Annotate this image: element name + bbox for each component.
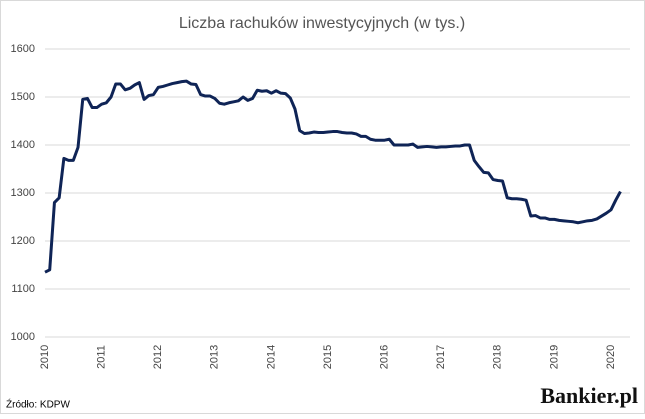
source: Źródło: KDPW	[6, 398, 70, 411]
y-tick-label: 1300	[11, 187, 35, 199]
x-tick-label: 2012	[152, 345, 164, 369]
x-tick-label: 2017	[435, 345, 447, 369]
x-tick-label: 2011	[96, 345, 108, 369]
x-tick-label: 2016	[379, 345, 391, 369]
line	[44, 79, 622, 274]
x-tick-label: 2019	[548, 345, 560, 369]
x-tick-label: 2014	[265, 345, 277, 369]
x-tick-label: 2010	[39, 345, 51, 369]
y-tick-label: 1400	[11, 139, 35, 151]
logo: Bankier.pl	[540, 383, 638, 408]
x-tick-label: 2013	[209, 345, 221, 369]
y-tick-label: 1600	[11, 43, 35, 55]
y-tick-label: 1100	[11, 283, 35, 295]
y-tick-label: 1200	[11, 235, 35, 247]
y-tick-label: 1500	[11, 91, 35, 103]
y-tick-label: 1000	[11, 331, 35, 343]
chart-title: Liczba rachuków inwestycyjnych (w tys.)	[179, 15, 465, 32]
x-tick-label: 2018	[492, 345, 504, 369]
x-tick-label: 2015	[322, 345, 334, 369]
x-tick-label: 2020	[605, 345, 617, 369]
